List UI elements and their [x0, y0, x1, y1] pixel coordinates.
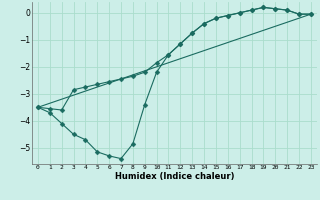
X-axis label: Humidex (Indice chaleur): Humidex (Indice chaleur): [115, 172, 234, 181]
